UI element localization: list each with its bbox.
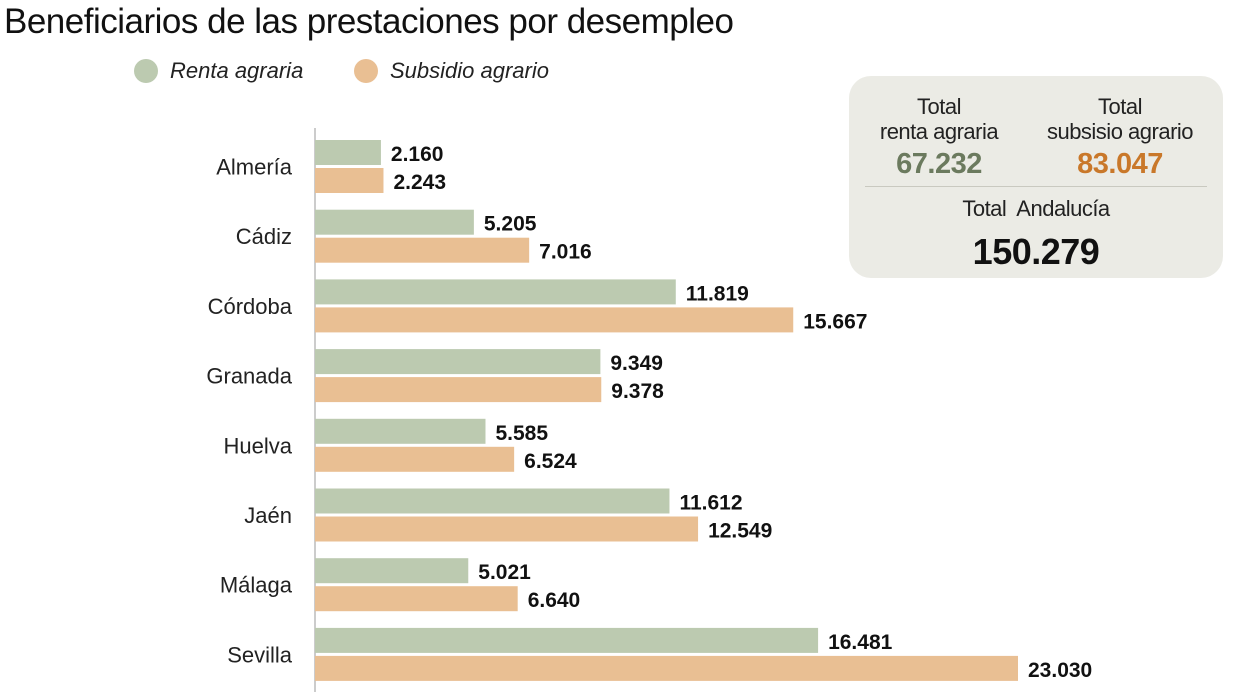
category-label: Jaén xyxy=(244,503,292,528)
bar-subsidio xyxy=(315,168,384,193)
subsidio-total: Total subsisio agrario 83.047 xyxy=(1029,94,1211,180)
bar-renta xyxy=(315,140,381,165)
legend-item-subsidio: Subsidio agrario xyxy=(354,58,549,84)
bar-renta xyxy=(315,349,601,375)
data-label: 12.549 xyxy=(708,520,772,543)
data-label: 5.585 xyxy=(495,422,548,445)
legend-label-renta: Renta agraria xyxy=(170,58,304,83)
data-label: 6.524 xyxy=(524,450,577,473)
data-label: 15.667 xyxy=(803,310,867,333)
subsidio-total-value: 83.047 xyxy=(1077,148,1163,180)
renta-total-label-2: renta agraria xyxy=(879,119,999,144)
bar-renta xyxy=(315,279,676,305)
data-label: 6.640 xyxy=(528,589,581,612)
bar-subsidio xyxy=(315,377,602,403)
category-label: Huelva xyxy=(224,433,293,458)
bar-renta xyxy=(315,488,670,514)
category-label: Sevilla xyxy=(227,642,293,667)
data-label: 5.021 xyxy=(478,561,531,584)
data-label: 2.243 xyxy=(393,171,446,194)
legend-item-renta: Renta agraria xyxy=(134,58,303,84)
andalucia-total-label: Total Andalucía xyxy=(962,196,1110,221)
data-label: 11.819 xyxy=(686,282,749,305)
data-label: 11.612 xyxy=(679,492,742,515)
data-label: 5.205 xyxy=(484,213,537,236)
subsidio-total-label-1: Total xyxy=(1098,94,1142,119)
data-label: 23.030 xyxy=(1028,659,1092,682)
subsidio-total-label-2: subsisio agrario xyxy=(1046,119,1194,144)
category-label: Cádiz xyxy=(236,224,292,249)
bar-subsidio xyxy=(315,237,530,263)
category-label: Granada xyxy=(206,364,292,389)
category-label: Almería xyxy=(216,155,293,180)
andalucia-total-value: 150.279 xyxy=(972,231,1100,272)
divider xyxy=(865,186,1207,187)
data-label: 9.349 xyxy=(610,352,663,375)
category-label: Córdoba xyxy=(208,294,293,319)
legend-swatch-subsidio xyxy=(354,59,378,83)
bar-renta xyxy=(315,558,469,584)
data-label: 16.481 xyxy=(828,631,893,654)
bar-renta xyxy=(315,418,486,444)
data-label: 7.016 xyxy=(539,241,592,264)
legend-label-subsidio: Subsidio agrario xyxy=(390,58,549,83)
bar-subsidio xyxy=(315,655,1018,681)
bar-subsidio xyxy=(315,516,699,542)
bar-subsidio xyxy=(315,446,515,472)
category-label: Málaga xyxy=(220,573,293,598)
renta-total: Total renta agraria 67.232 xyxy=(849,94,1029,180)
bar-renta xyxy=(315,209,474,235)
chart-title: Beneficiarios de las prestaciones por de… xyxy=(4,2,734,41)
bar-subsidio xyxy=(315,586,518,612)
legend-swatch-renta xyxy=(134,59,158,83)
bar-renta xyxy=(315,627,819,653)
data-label: 2.160 xyxy=(391,143,444,166)
bar-subsidio xyxy=(315,307,794,333)
data-label: 9.378 xyxy=(611,380,664,403)
totals-box: Total renta agraria 67.232 Total subsisi… xyxy=(849,76,1223,278)
renta-total-value: 67.232 xyxy=(896,148,982,180)
renta-total-label-1: Total xyxy=(917,94,961,119)
